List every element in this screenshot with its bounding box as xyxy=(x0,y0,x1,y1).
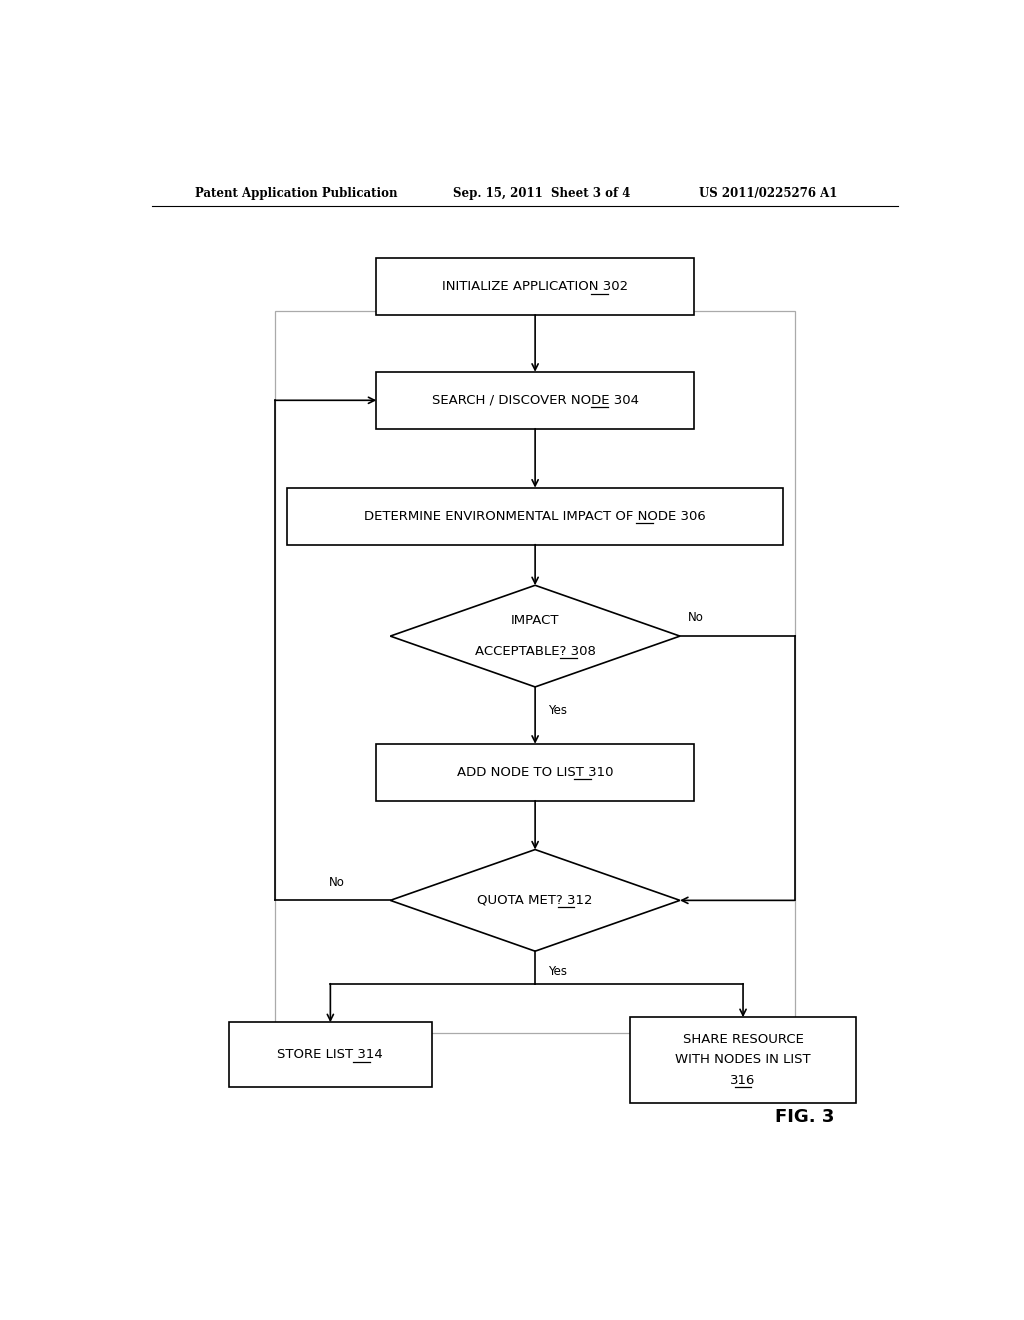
Text: US 2011/0225276 A1: US 2011/0225276 A1 xyxy=(699,187,838,201)
Text: No: No xyxy=(688,611,703,624)
Text: ADD NODE TO LIST 310: ADD NODE TO LIST 310 xyxy=(457,766,613,779)
Text: Sep. 15, 2011  Sheet 3 of 4: Sep. 15, 2011 Sheet 3 of 4 xyxy=(454,187,631,201)
Text: INITIALIZE APPLICATION 302: INITIALIZE APPLICATION 302 xyxy=(442,280,628,293)
Text: ACCEPTABLE? 308: ACCEPTABLE? 308 xyxy=(475,645,596,657)
Text: DETERMINE ENVIRONMENTAL IMPACT OF NODE 306: DETERMINE ENVIRONMENTAL IMPACT OF NODE 3… xyxy=(365,510,706,523)
Text: Yes: Yes xyxy=(548,965,567,978)
Text: IMPACT: IMPACT xyxy=(511,614,559,627)
Bar xyxy=(287,487,783,545)
Text: 316: 316 xyxy=(730,1073,756,1086)
Text: WITH NODES IN LIST: WITH NODES IN LIST xyxy=(675,1053,811,1067)
Text: Yes: Yes xyxy=(548,704,567,717)
Text: FIG. 3: FIG. 3 xyxy=(775,1107,835,1126)
Polygon shape xyxy=(390,585,680,686)
Text: Patent Application Publication: Patent Application Publication xyxy=(196,187,398,201)
Text: No: No xyxy=(329,875,344,888)
Polygon shape xyxy=(390,850,680,952)
Bar xyxy=(377,257,694,315)
Text: SEARCH / DISCOVER NODE 304: SEARCH / DISCOVER NODE 304 xyxy=(432,393,639,407)
Text: QUOTA MET? 312: QUOTA MET? 312 xyxy=(477,894,593,907)
Bar xyxy=(377,744,694,801)
Bar xyxy=(274,312,795,1032)
Text: SHARE RESOURCE: SHARE RESOURCE xyxy=(683,1034,804,1047)
Bar xyxy=(377,372,694,429)
Bar xyxy=(630,1018,856,1102)
Text: STORE LIST 314: STORE LIST 314 xyxy=(278,1048,383,1061)
Bar xyxy=(229,1022,431,1088)
